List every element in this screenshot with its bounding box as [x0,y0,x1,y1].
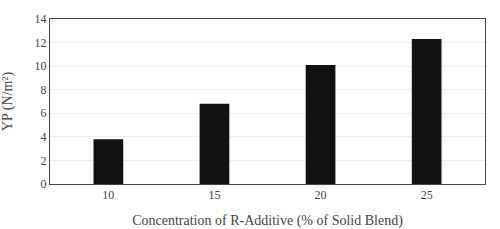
svg-text:Concentration of R-Additive (%: Concentration of R-Additive (% of Solid … [132,213,403,229]
svg-text:YP (N/m²): YP (N/m²) [0,72,16,132]
svg-text:0: 0 [41,177,47,191]
svg-text:4: 4 [41,130,47,144]
svg-text:10: 10 [35,59,47,73]
svg-text:8: 8 [41,83,47,97]
svg-text:14: 14 [35,12,47,26]
svg-text:12: 12 [35,36,47,50]
svg-text:2: 2 [41,154,47,168]
svg-text:10: 10 [102,188,114,202]
svg-text:20: 20 [315,188,327,202]
svg-text:15: 15 [208,188,220,202]
svg-text:25: 25 [421,188,433,202]
svg-text:6: 6 [41,106,47,120]
